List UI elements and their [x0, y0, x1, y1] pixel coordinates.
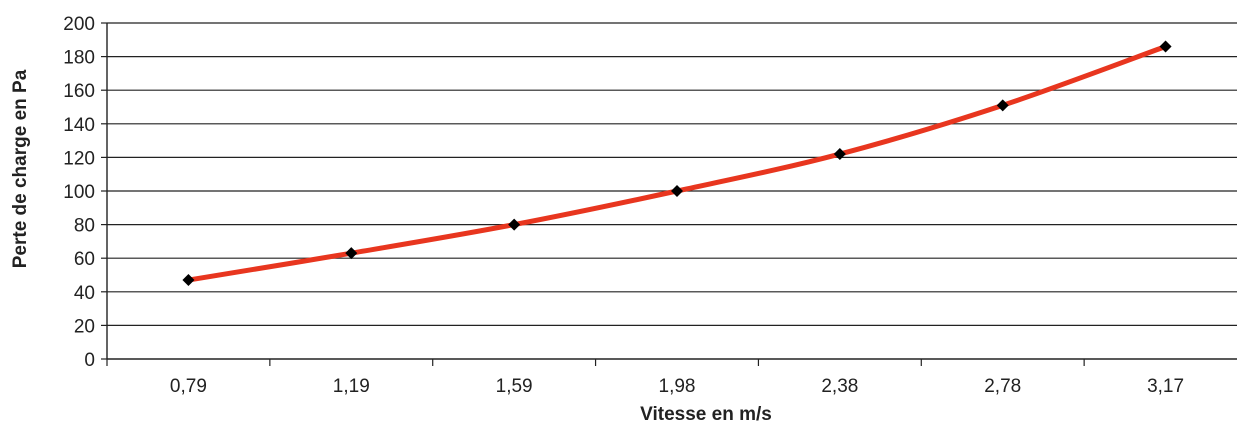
series-line-0	[185, 44, 1169, 283]
y-tick-label-40: 40	[74, 283, 95, 304]
y-tick-label-60: 60	[74, 249, 95, 270]
axes	[101, 22, 1237, 366]
y-tick-label-0: 0	[84, 350, 95, 371]
x-tick-label-2: 1,59	[496, 376, 533, 397]
y-tick-labels: 0 20 40 60 80 100 120 140 160 180 200	[63, 14, 95, 371]
x-tick-label-3: 1,98	[659, 376, 696, 397]
y-tick-label-80: 80	[74, 216, 95, 237]
y-tick-label-100: 100	[63, 182, 95, 203]
data-point-2	[508, 218, 521, 231]
y-tick-label-160: 160	[63, 81, 95, 102]
x-tick-labels: 0,79 1,19 1,59 1,98 2,38 2,78 3,17	[170, 376, 1184, 397]
x-tick-label-0: 0,79	[170, 376, 207, 397]
y-tick-label-180: 180	[63, 48, 95, 69]
x-axis-title: Vitesse en m/s	[640, 404, 772, 425]
data-point-4	[833, 148, 846, 161]
x-tick-label-6: 3,17	[1147, 376, 1184, 397]
y-tick-label-20: 20	[74, 316, 95, 337]
x-tick-label-4: 2,38	[821, 376, 858, 397]
data-point-0	[182, 274, 195, 287]
series	[185, 44, 1169, 283]
y-tick-label-200: 200	[63, 14, 95, 35]
data-point-1	[345, 247, 358, 260]
y-tick-label-120: 120	[63, 148, 95, 169]
data-point-3	[671, 185, 683, 197]
x-tick-label-5: 2,78	[984, 376, 1021, 397]
data-point-6	[1159, 40, 1172, 53]
gridlines	[107, 22, 1237, 326]
markers	[182, 40, 1172, 287]
y-tick-label-140: 140	[63, 115, 95, 136]
x-tick-label-1: 1,19	[333, 376, 370, 397]
data-point-5	[996, 99, 1009, 112]
y-axis-title: Perte de charge en Pa	[10, 69, 31, 268]
